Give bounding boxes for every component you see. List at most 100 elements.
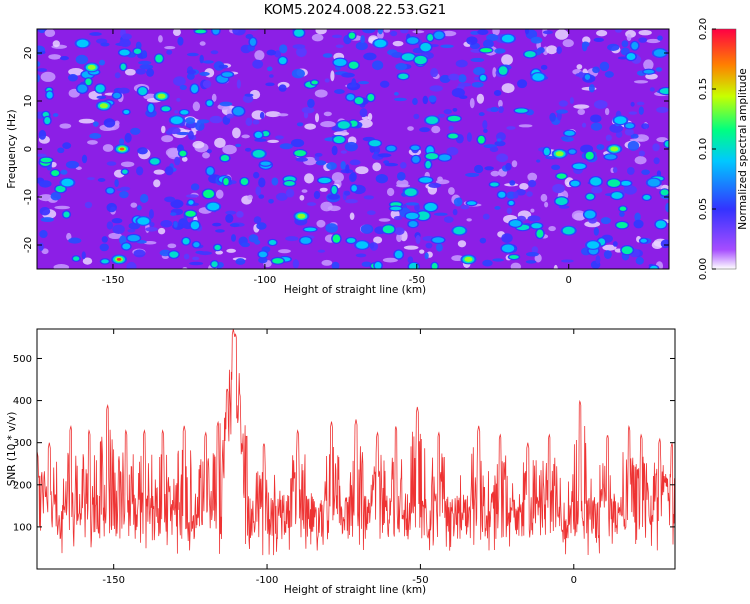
spectrogram-blob <box>595 255 601 265</box>
spectrogram-blob <box>137 147 148 155</box>
spectrogram-blob <box>615 29 622 33</box>
spectrogram-blob <box>255 186 261 196</box>
spectrogram-low-patch <box>553 264 558 269</box>
spectrogram-blob <box>638 150 646 157</box>
spectrogram-blob <box>65 160 80 169</box>
spectrogram-blob <box>318 177 331 184</box>
spectrogram-blob <box>176 131 190 136</box>
y-tick-label: 10 <box>23 95 34 108</box>
spectrogram-blob <box>420 43 432 52</box>
spectrogram-low-patch <box>215 250 224 255</box>
spectrogram-blob <box>424 203 437 212</box>
spectrogram-blob <box>643 194 651 200</box>
spectrogram-blob <box>248 234 259 243</box>
spectrogram-blob <box>395 63 408 71</box>
spectrogram-blob <box>465 172 480 177</box>
spectrogram-low-patch <box>633 80 649 84</box>
spectrogram-blob <box>596 144 605 151</box>
spectrogram-blob <box>294 29 304 37</box>
spectrogram-blob <box>121 33 132 40</box>
spectrogram-blob <box>169 251 179 258</box>
spectrogram-blob <box>638 106 644 115</box>
spectrogram-blob <box>292 44 306 49</box>
spectrogram-blob <box>401 53 415 61</box>
spectrogram-low-patch <box>476 93 485 104</box>
spectrogram-hotspot <box>426 116 438 124</box>
spectrogram-blob <box>377 29 384 35</box>
spectrogram-blob <box>130 127 141 135</box>
spectrogram-blob <box>636 101 645 106</box>
spectrogram-blob <box>212 29 220 35</box>
spectrogram-blob <box>39 29 45 34</box>
spectrogram-blob <box>405 202 419 206</box>
spectrogram-blob <box>556 173 567 179</box>
spectrogram-low-patch <box>330 70 335 82</box>
spectrogram-blob <box>334 89 345 94</box>
spectrogram-blob <box>517 79 528 89</box>
spectrogram-low-patch <box>304 123 316 130</box>
spectrogram-blob <box>276 192 288 201</box>
spectrogram-blob <box>177 36 184 46</box>
spectrogram-low-patch <box>161 135 174 143</box>
spectrogram-blob <box>467 201 477 206</box>
spectrogram-low-patch <box>548 226 556 232</box>
spectrogram-blob <box>244 93 254 97</box>
spectrogram-blob <box>393 97 407 102</box>
spectrogram-blob <box>452 107 458 112</box>
spectrogram-blob <box>443 108 452 115</box>
spectrogram-blob <box>451 88 465 98</box>
spectrogram-blob <box>568 149 576 154</box>
spectrogram-blob <box>630 101 635 107</box>
spectrogram-blob <box>258 177 266 188</box>
spectrogram-blob <box>212 222 222 227</box>
spectrogram-blob <box>340 150 347 154</box>
spectrogram-blob <box>266 66 273 72</box>
spectrogram-blob <box>415 235 421 245</box>
spectrogram-hotspot <box>374 39 387 48</box>
spectrogram-blob <box>640 238 647 243</box>
spectrogram-blob <box>584 210 596 219</box>
spectrogram-low-patch <box>158 227 166 235</box>
spectrogram-low-patch <box>319 187 328 192</box>
spectrogram-blob <box>482 39 494 49</box>
spectrogram-blob <box>590 114 602 123</box>
spectrogram-blob <box>434 31 444 40</box>
spectrogram-low-patch <box>367 112 373 121</box>
spectrogram-blob <box>590 122 603 131</box>
spectrogram-blob <box>458 74 467 83</box>
spectrogram-blob <box>214 244 221 251</box>
spectrogram-blob <box>346 94 355 101</box>
spectrogram-blob <box>63 211 70 218</box>
spectrogram-blob <box>578 71 584 79</box>
spectrogram-blob <box>304 227 317 232</box>
spectrogram-blob <box>652 143 660 152</box>
spectrogram-blob <box>405 212 419 220</box>
spectrogram-low-patch <box>40 71 56 82</box>
spectrogram-blob <box>294 150 306 157</box>
spectrogram-blob <box>92 121 99 127</box>
spectrogram-low-patch <box>466 218 472 222</box>
spectrogram-low-patch <box>492 29 500 36</box>
spectrogram-blob <box>624 128 634 136</box>
spectrogram-blob <box>430 67 439 78</box>
spectrogram-blob <box>354 97 364 105</box>
spectrogram-low-patch <box>54 205 70 210</box>
spectrogram-blob <box>62 142 72 150</box>
spectrogram-low-patch <box>469 98 475 109</box>
spectrogram-low-patch <box>181 156 188 162</box>
spectrogram-low-patch <box>602 244 617 251</box>
spectrogram-blob <box>375 174 389 184</box>
spectrogram-blob <box>325 223 338 233</box>
colorbar-label: Normalized spectral amplitude <box>737 68 749 229</box>
spectrogram-blob <box>38 180 52 188</box>
spectrogram-blob <box>514 108 528 113</box>
spectrogram-blob <box>206 100 213 106</box>
spectrogram-blob <box>366 210 376 216</box>
spectrogram-low-patch <box>214 137 226 148</box>
spectrogram-low-patch <box>576 64 583 70</box>
spectrogram-blob <box>382 225 395 234</box>
spectrogram-blob <box>37 61 41 67</box>
spectrogram-blob <box>609 123 624 133</box>
spectrogram-blob <box>473 67 486 76</box>
spectrogram-blob <box>232 29 246 36</box>
